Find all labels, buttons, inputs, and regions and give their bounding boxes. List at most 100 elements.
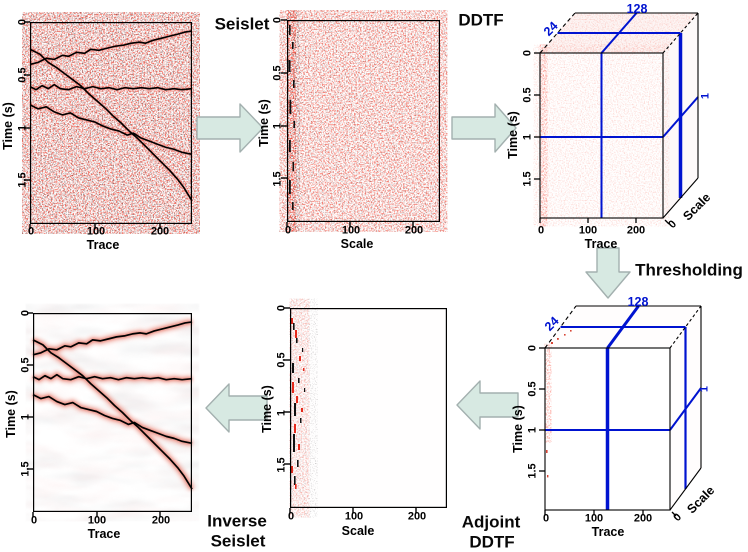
hidden-edge: [544, 305, 577, 349]
front-left-strip-red: [540, 53, 547, 218]
time-tick-label: 0.5: [19, 357, 32, 373]
time-tick-label: 0: [271, 16, 284, 24]
trace-tick-label: 200: [151, 514, 171, 527]
slice-line-time-side: [662, 96, 699, 138]
time-tick-label: 1: [275, 409, 288, 417]
panel-frame: [30, 22, 193, 225]
time-tick-label: 1.5: [275, 457, 288, 473]
time-tick-label: 0: [275, 304, 288, 312]
scale-tick-label: 200: [404, 224, 424, 237]
time-tick-label: 0.5: [271, 65, 284, 81]
time-tick-label: 0: [521, 49, 534, 57]
trace-tick-label: 100: [87, 514, 107, 527]
front-left-strip-red: [545, 348, 551, 438]
trace-tick-label: 0: [537, 224, 545, 237]
pink-residual-texture: [33, 313, 192, 512]
axis-label-time: Time (s): [0, 102, 15, 150]
trace-tick-label: 100: [578, 224, 598, 237]
trace-frame-label: 128: [627, 294, 649, 309]
arrow-adjoint-left-icon: [456, 380, 519, 430]
stage-label-ddtf: DDTF: [458, 10, 504, 30]
scale-tick-label: 200: [407, 510, 427, 523]
time-tick-label: 1.5: [271, 171, 284, 187]
stage-label-adjoint-line2: DDTF: [469, 532, 515, 552]
trace-tick-label: 100: [86, 225, 106, 238]
time-tick-label: 1.5: [16, 172, 29, 188]
time-tick-label: 0.5: [526, 381, 539, 397]
panel-frame: [290, 308, 448, 509]
tick-marks: [539, 347, 677, 517]
trace-tick-label: 200: [150, 225, 170, 238]
panel-noisy-input: [24, 21, 194, 229]
panel-seislet-coefficients: [281, 19, 441, 227]
axis-label-time: Time (s): [3, 390, 18, 438]
stage-label-adjoint-line1: Adjoint: [461, 512, 521, 532]
axis-label-trace: Trace: [584, 236, 618, 251]
axis-label-scale: Scale: [341, 523, 375, 538]
scale-tick-label: 0: [287, 510, 295, 523]
axis-label-trace: Trace: [87, 526, 121, 541]
time-tick-label: 1: [16, 124, 29, 132]
time-tick-label: 0: [19, 309, 32, 317]
trace-tick-label: 0: [542, 512, 550, 525]
tick-marks: [281, 19, 414, 227]
tick-marks: [27, 312, 161, 517]
time-tick-label: 0.5: [521, 87, 534, 103]
trace-tick-label: 200: [633, 512, 653, 525]
cube-edges: [539, 12, 699, 219]
slice-lines: [540, 12, 699, 218]
time-tick-label: 1.5: [521, 171, 534, 187]
cube-edges: [544, 305, 702, 511]
tick-marks: [534, 52, 670, 225]
axis-label-time: Time (s): [510, 405, 525, 453]
stage-label-seislet: Seislet: [214, 14, 270, 34]
coefficient-dashes-dark: [292, 323, 306, 485]
left-strip-red: [287, 20, 296, 222]
axis-label-time: Time (s): [256, 99, 271, 147]
arrow-thresholding-down-icon: [585, 247, 631, 299]
panel-thresholded-coefficients: [284, 307, 448, 513]
trace-tick-label: 100: [584, 512, 604, 525]
time-tick-label: 1: [271, 122, 284, 130]
top-face-specks: [546, 330, 572, 478]
coefficient-dashes-red: [291, 318, 305, 489]
noise-texture-dark: [287, 20, 440, 222]
time-tick-label: 0.5: [16, 67, 29, 83]
axis-label-scale: Scale: [340, 236, 374, 251]
scale-tick-label: 0: [284, 224, 292, 237]
time-tick-label: 0: [16, 18, 29, 26]
tick-marks: [24, 21, 161, 229]
stage-label-inverse-line1: Inverse: [207, 511, 267, 531]
time-tick-label: 1: [521, 133, 534, 141]
time-tick-label: 0.5: [275, 352, 288, 368]
slice-line-time-side: [669, 387, 702, 431]
noise-texture-gray: [30, 22, 192, 224]
ddtf-cube: [534, 12, 699, 225]
panel-denoised-output: [27, 312, 193, 517]
time-tick-label: 0: [526, 344, 539, 352]
axis-label-time: Time (s): [259, 385, 274, 433]
trace-tick-label: 200: [626, 224, 646, 237]
stage-label-thresholding: Thresholding: [635, 260, 743, 280]
arrow-inverse-left-icon: [205, 383, 268, 433]
time-frame-label: 1: [698, 385, 711, 393]
time-tick-label: 1.5: [19, 461, 32, 477]
trace-tick-label: 0: [30, 514, 38, 527]
time-tick-label: 1: [19, 413, 32, 421]
scale-tick-label: 100: [341, 224, 361, 237]
slice-lines: [545, 305, 702, 510]
trace-tick-label: 0: [27, 225, 35, 238]
panel-frame: [33, 313, 193, 513]
tick-marks: [284, 307, 417, 513]
axis-label-time: Time (s): [505, 111, 520, 159]
thresholded-cube: [539, 305, 702, 517]
panel-frame: [287, 20, 441, 223]
axis-label-trace: Trace: [591, 524, 625, 539]
hidden-edge: [539, 12, 576, 54]
time-tick-label: 1: [526, 426, 539, 434]
stage-label-inverse-line2: Seislet: [210, 531, 266, 551]
time-frame-label: 1: [699, 92, 712, 100]
arrow-seislet-right-icon: [196, 103, 264, 153]
left-strip-dashes: [288, 25, 296, 210]
